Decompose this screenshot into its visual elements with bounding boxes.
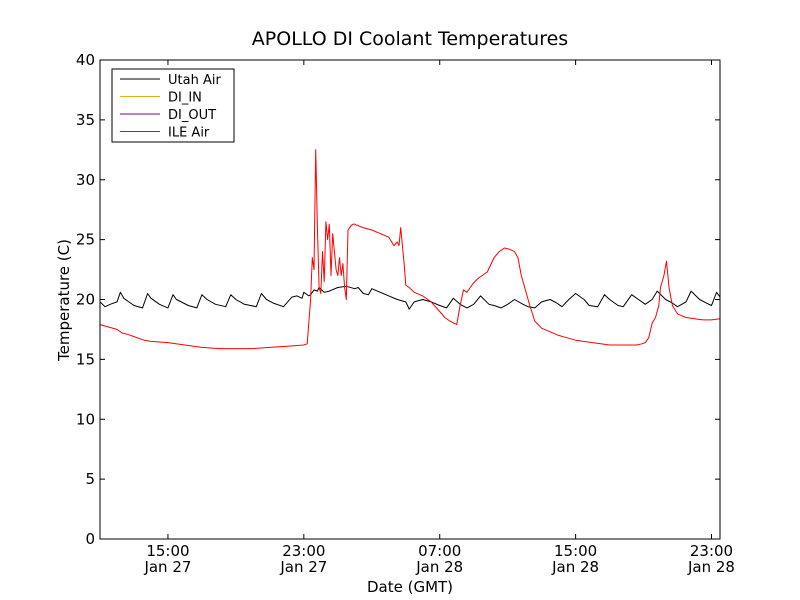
y-tick-label: 0 bbox=[85, 530, 95, 548]
legend-box bbox=[111, 68, 235, 143]
y-tick-label: 5 bbox=[85, 470, 95, 488]
y-tick-label: 35 bbox=[76, 111, 95, 129]
legend-label-utah-air: Utah Air bbox=[168, 73, 221, 88]
series-line-utah-air bbox=[99, 285, 721, 310]
legend-label-ile-air: ILE Air bbox=[168, 126, 210, 141]
x-tick-label-time: 23:00 bbox=[690, 542, 733, 560]
x-tick-label-time: 23:00 bbox=[282, 542, 325, 560]
y-tick-label: 30 bbox=[76, 171, 95, 189]
y-tick-label: 20 bbox=[76, 291, 95, 309]
legend-label-di-in: DI_IN bbox=[168, 91, 202, 106]
y-tick-label: 10 bbox=[76, 410, 95, 428]
x-tick-label-date: Jan 27 bbox=[279, 558, 327, 576]
y-tick-label: 40 bbox=[76, 51, 95, 69]
x-tick-label-time: 15:00 bbox=[554, 542, 597, 560]
x-tick-label-date: Jan 28 bbox=[551, 558, 599, 576]
series-line-ile-air bbox=[99, 149, 721, 350]
x-axis-title: Date (GMT) bbox=[367, 578, 453, 596]
y-tick-label: 15 bbox=[76, 350, 95, 368]
x-tick-label-date: Jan 27 bbox=[143, 558, 191, 576]
legend: Utah Air DI_IN DI_OUT ILE Air bbox=[111, 68, 235, 143]
x-tick-label-time: 15:00 bbox=[146, 542, 189, 560]
y-axis: 0 5 10 15 20 25 30 35 40 bbox=[76, 51, 720, 548]
y-axis-title: Temperature (C) bbox=[55, 239, 73, 362]
x-tick-label-time: 07:00 bbox=[418, 542, 461, 560]
y-tick-label: 25 bbox=[76, 231, 95, 249]
series-layer bbox=[99, 149, 721, 350]
x-tick-label-date: Jan 28 bbox=[687, 558, 735, 576]
x-tick-label-date: Jan 28 bbox=[415, 558, 463, 576]
chart-title: APOLLO DI Coolant Temperatures bbox=[252, 28, 568, 50]
legend-label-di-out: DI_OUT bbox=[168, 108, 216, 123]
